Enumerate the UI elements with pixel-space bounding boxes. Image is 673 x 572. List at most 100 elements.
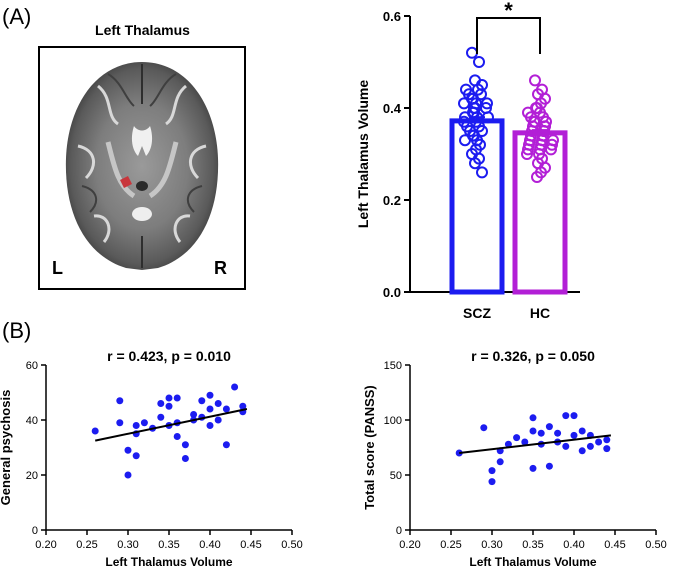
data-point	[513, 434, 521, 442]
data-point	[157, 413, 165, 421]
data-point	[198, 397, 206, 405]
x-tick-label: 0.45	[604, 539, 625, 551]
data-point	[459, 134, 471, 147]
x-tick-label: 0.40	[199, 539, 220, 551]
data-point	[173, 433, 181, 440]
data-point	[181, 441, 189, 449]
data-point	[222, 441, 230, 449]
x-tick-label: 0.35	[158, 539, 179, 551]
data-point	[165, 402, 173, 410]
data-point	[529, 74, 541, 87]
data-point	[586, 442, 594, 450]
data-point	[140, 419, 148, 427]
scatter-total-panss: 0 50 100 150 0.20 0.25 0.30 0.35 0.40 0.45 0.50 Lef…	[362, 348, 667, 569]
scatter-general-psychosis: 0 20 40 60 0.20 0.25 0.30 0.35 0.40 0.45 0.50 Left …	[0, 348, 303, 569]
data-point	[546, 138, 558, 151]
y-tick-label: 0.2	[383, 193, 401, 208]
data-point	[545, 423, 553, 431]
y-axis-label: Left Thalamus Volume	[355, 80, 371, 229]
data-point	[473, 56, 485, 68]
data-point	[545, 462, 553, 470]
data-point	[529, 464, 537, 472]
significance-marker: *	[504, 0, 513, 23]
data-point	[522, 143, 534, 156]
x-axis-label: Left Thalamus Volume	[105, 555, 232, 569]
data-point	[570, 431, 578, 439]
data-point	[488, 478, 496, 486]
brain-right-marker: R	[214, 258, 227, 278]
y-tick-label: 50	[390, 470, 402, 482]
data-point	[603, 445, 611, 453]
y-axis-label: Total score (PANSS)	[362, 385, 377, 509]
data-point	[488, 467, 496, 475]
data-point	[206, 405, 214, 413]
x-tick-label: 0.25	[440, 539, 461, 551]
brain-slice	[65, 62, 219, 270]
y-tick-label: 20	[26, 470, 38, 482]
x-tick-label: 0.25	[76, 539, 97, 551]
data-point	[214, 416, 222, 424]
y-tick-label: 40	[26, 415, 38, 427]
x-tick-label: 0.50	[645, 539, 666, 551]
data-point	[132, 452, 140, 460]
data-point	[545, 143, 557, 156]
data-point	[239, 402, 247, 410]
brain-image-frame	[38, 46, 246, 290]
data-point	[173, 394, 181, 402]
regression-line	[94, 408, 248, 442]
data-point	[116, 419, 124, 427]
data-point	[537, 429, 545, 437]
y-axis-label: General psychosis	[0, 390, 13, 506]
bar-chart: 0.0 0.2 0.4 0.6 Left Thalamus Volume SCZ HC *	[355, 0, 580, 321]
data-point	[91, 427, 99, 435]
x-tick-label: 0.50	[281, 539, 302, 551]
panel-b-label: (B)	[2, 318, 32, 343]
data-point	[476, 166, 488, 179]
data-point	[595, 438, 603, 446]
data-point	[214, 400, 222, 407]
data-point	[603, 436, 611, 444]
x-tick-label: 0.20	[399, 539, 420, 551]
data-point	[504, 440, 512, 448]
y-tick-label: 0.0	[383, 285, 401, 300]
x-tick-label: 0.35	[522, 539, 543, 551]
x-tick-label: 0.45	[240, 539, 261, 551]
x-tick-label: 0.30	[481, 539, 502, 551]
data-point	[570, 412, 578, 420]
data-point	[190, 411, 198, 418]
data-point	[222, 405, 230, 413]
y-tick-label: 60	[26, 360, 38, 372]
data-point	[157, 400, 165, 407]
data-point	[181, 455, 189, 462]
data-point	[521, 438, 529, 446]
y-tick-label: 0.6	[383, 9, 401, 24]
x-tick-label: 0.40	[563, 539, 584, 551]
category-label: SCZ	[463, 305, 491, 321]
significance-bracket	[476, 17, 541, 54]
x-axis-label: Left Thalamus Volume	[469, 555, 596, 569]
y-tick-label: 0	[32, 525, 38, 537]
bar	[449, 118, 505, 295]
data-point	[206, 422, 214, 429]
data-point	[469, 157, 481, 170]
data-point	[578, 447, 586, 455]
chart-title: r = 0.326, p = 0.050	[471, 348, 595, 364]
data-point	[482, 111, 494, 124]
y-tick-label: 0	[396, 525, 402, 537]
chart-title: r = 0.423, p = 0.010	[107, 348, 231, 364]
y-tick-label: 100	[384, 415, 402, 427]
data-point	[116, 397, 124, 405]
data-point	[496, 458, 504, 466]
x-tick-label: 0.30	[117, 539, 138, 551]
regression-line	[459, 434, 612, 454]
data-point	[231, 383, 239, 391]
data-point	[562, 412, 570, 420]
y-tick-label: 150	[384, 360, 402, 372]
data-point	[554, 429, 562, 437]
y-tick-label: 0.4	[383, 101, 402, 116]
data-point	[531, 171, 543, 183]
data-point	[480, 424, 488, 432]
data-point	[466, 46, 478, 59]
x-tick-label: 0.20	[35, 539, 56, 551]
data-point	[132, 422, 140, 429]
